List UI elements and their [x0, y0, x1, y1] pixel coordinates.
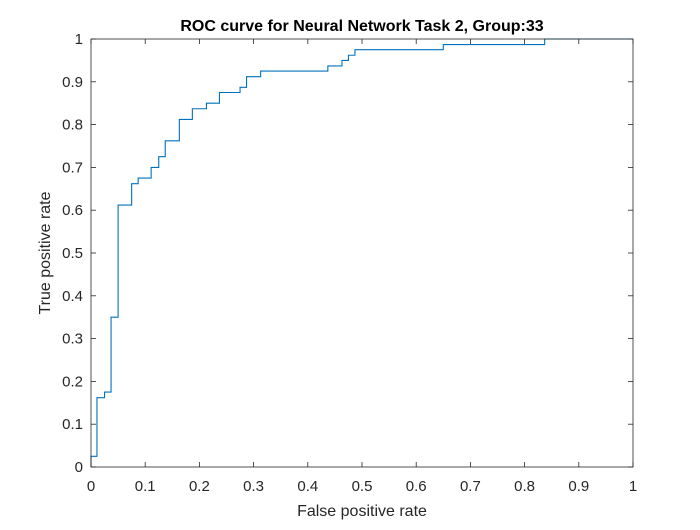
y-tick-label: 0.2 [62, 373, 83, 390]
y-tick-label: 0.8 [62, 117, 83, 134]
x-tick-label: 0.4 [297, 478, 318, 495]
y-tick-label: 1 [75, 31, 83, 48]
axes-background [91, 39, 633, 467]
y-tick-label: 0.4 [62, 288, 83, 305]
x-tick-label: 0.9 [568, 478, 589, 495]
chart-title: ROC curve for Neural Network Task 2, Gro… [180, 18, 543, 35]
y-tick-label: 0.9 [62, 74, 83, 91]
y-tick-label: 0 [75, 459, 83, 476]
y-tick-label: 0.6 [62, 202, 83, 219]
y-tick-label: 0.3 [62, 331, 83, 348]
x-tick-label: 0.2 [189, 478, 210, 495]
curve-layer [90, 38, 633, 467]
y-tick-label: 0.7 [62, 159, 83, 176]
y-tick-label: 0.5 [62, 245, 83, 262]
roc-curve-line [90, 38, 633, 467]
x-tick-label: 0.5 [352, 478, 373, 495]
x-tick-label: 0 [87, 478, 95, 495]
x-axis-title: False positive rate [297, 503, 427, 520]
x-tick-label: 0.3 [243, 478, 264, 495]
x-tick-label: 1 [629, 478, 637, 495]
y-ticks: 0 0.1 0.2 0.3 0.4 0.5 0.6 0.7 0.8 0.9 1 [62, 31, 633, 476]
x-tick-label: 0.7 [460, 478, 481, 495]
x-ticks: 0 0.1 0.2 0.3 0.4 0.5 0.6 0.7 0.8 0.9 1 [87, 39, 637, 495]
y-axis-title: True positive rate [37, 191, 54, 314]
x-tick-label: 0.6 [406, 478, 427, 495]
y-tick-label: 0.1 [62, 416, 83, 433]
x-tick-label: 0.8 [514, 478, 535, 495]
x-tick-label: 0.1 [135, 478, 156, 495]
